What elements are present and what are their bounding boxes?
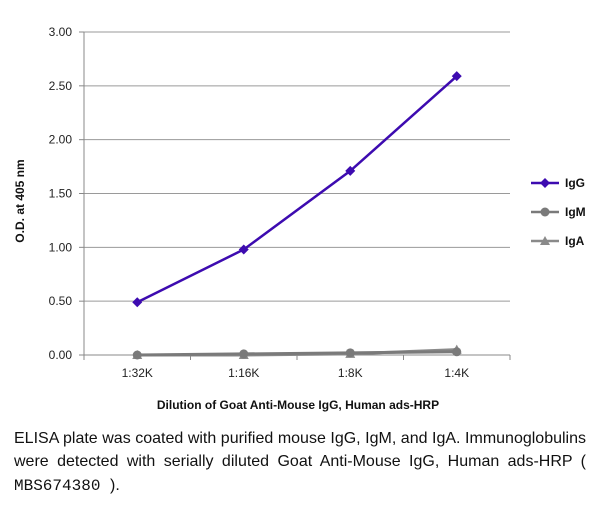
y-tick-labels: 0.00 0.50 1.00 1.50 2.00 2.50 3.00 [49,25,73,362]
data-point-igm-1:16K [239,349,249,359]
y-tick-2.00: 2.00 [49,133,73,147]
y-tick-1.50: 1.50 [49,187,73,201]
data-point-igg-1:32K [132,297,143,308]
y-axis-title: O.D. at 405 nm [13,159,27,242]
x-tick-1:16K: 1:16K [228,366,259,380]
x-tick-1:32K: 1:32K [122,366,153,380]
data-point-igm-1:4K [452,347,462,357]
legend-label-igm: IgM [565,205,586,219]
legend-marker-iga [540,236,550,245]
x-tick-1:8K: 1:8K [338,366,363,380]
y-tick-3.00: 3.00 [49,25,73,39]
data-point-igg-1:4K [451,71,462,82]
caption-text: ELISA plate was coated with purified mou… [14,430,586,470]
data-point-igm-1:32K [132,350,142,360]
legend: IgG IgM IgA [531,176,586,248]
caption-suffix: ). [110,477,120,494]
y-tick-2.50: 2.50 [49,79,73,93]
series-line-igg [136,75,458,304]
legend-marker-igg [540,178,550,188]
series-line-igm [137,350,457,357]
y-tick-0.50: 0.50 [49,294,73,308]
data-point-igg-1:16K [238,244,249,255]
catalog-number: MBS674380 [14,477,111,495]
legend-label-iga: IgA [565,234,585,248]
axes [79,31,511,360]
y-tick-0.00: 0.00 [49,348,73,362]
gridlines [84,31,510,302]
y-tick-1.00: 1.00 [49,240,73,254]
data-point-igm-1:8K [345,348,355,358]
data-series [132,71,462,360]
x-axis-title: Dilution of Goat Anti-Mouse IgG, Human a… [157,398,439,412]
x-tick-labels: 1:32K 1:16K 1:8K 1:4K [122,366,470,380]
figure-caption: ELISA plate was coated with purified mou… [14,427,586,498]
legend-label-igg: IgG [565,176,585,190]
legend-marker-igm [540,207,550,217]
elisa-line-chart: 0.000.501.001.502.002.503.00 1:32K 1:16K 1… [13,25,586,412]
data-point-igg-1:8K [345,165,356,176]
x-tick-1:4K: 1:4K [444,366,469,380]
